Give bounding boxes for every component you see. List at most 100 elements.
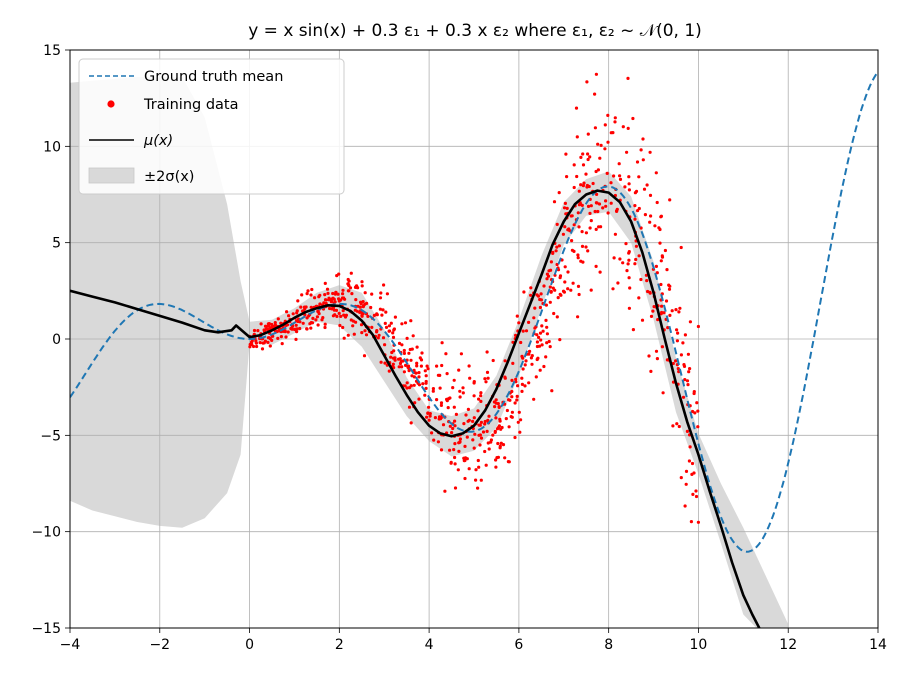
training-point xyxy=(273,323,277,327)
training-point xyxy=(677,310,681,314)
training-point xyxy=(355,309,359,313)
training-point xyxy=(494,416,498,420)
training-point xyxy=(446,406,450,410)
training-point xyxy=(352,332,356,336)
training-point xyxy=(266,340,270,344)
training-point xyxy=(511,361,515,365)
training-point xyxy=(535,333,539,337)
training-point xyxy=(299,305,303,309)
training-point xyxy=(438,373,442,377)
training-point xyxy=(520,376,524,380)
training-point xyxy=(641,158,645,162)
training-point xyxy=(637,206,641,211)
training-point xyxy=(315,315,319,319)
training-point xyxy=(596,209,600,214)
training-point xyxy=(686,352,691,356)
training-point xyxy=(550,389,554,393)
training-point xyxy=(513,435,517,440)
training-point xyxy=(417,375,421,379)
training-point xyxy=(408,347,412,352)
training-point xyxy=(463,444,467,448)
training-point xyxy=(516,420,520,424)
training-point xyxy=(498,444,502,448)
y-tick-label: −10 xyxy=(31,525,61,541)
training-point xyxy=(256,329,260,333)
training-point xyxy=(452,448,456,452)
training-point xyxy=(410,374,414,378)
training-point xyxy=(438,386,442,390)
training-point xyxy=(558,338,562,342)
training-point xyxy=(450,431,454,435)
training-point xyxy=(589,288,593,292)
training-point xyxy=(424,374,428,378)
training-point xyxy=(451,386,455,390)
training-point xyxy=(576,315,580,319)
training-point xyxy=(397,357,401,361)
training-point xyxy=(683,333,688,337)
training-point xyxy=(596,168,601,172)
training-point xyxy=(321,316,325,320)
y-tick-label: 0 xyxy=(52,332,61,348)
training-point xyxy=(424,386,428,390)
training-point xyxy=(618,174,622,178)
training-point xyxy=(484,380,488,384)
training-point xyxy=(383,343,387,347)
training-point xyxy=(428,414,432,418)
legend: Ground truth mean Training data μ(x) ±2σ… xyxy=(78,58,345,195)
training-point xyxy=(325,287,330,291)
training-point xyxy=(695,401,699,405)
training-point xyxy=(441,423,446,427)
training-point xyxy=(499,441,503,445)
training-point xyxy=(305,327,309,331)
legend-box xyxy=(78,58,345,195)
training-point xyxy=(430,431,434,435)
training-point xyxy=(576,211,580,215)
training-point xyxy=(675,422,679,426)
training-point xyxy=(586,152,590,156)
training-point xyxy=(581,184,586,188)
training-point xyxy=(627,188,632,192)
training-point xyxy=(588,155,592,159)
training-point xyxy=(405,386,409,390)
training-point xyxy=(472,446,476,450)
x-tick-label: −2 xyxy=(149,637,170,653)
training-point xyxy=(435,364,439,368)
training-point xyxy=(397,341,402,345)
training-point xyxy=(276,317,280,321)
training-point xyxy=(589,219,593,223)
training-point xyxy=(599,143,603,147)
training-point xyxy=(392,349,396,353)
ground-truth-curve xyxy=(70,71,878,553)
training-point xyxy=(537,344,542,348)
training-point xyxy=(391,335,396,339)
training-point xyxy=(665,268,669,272)
training-point xyxy=(476,409,480,413)
training-point xyxy=(323,293,327,297)
training-point xyxy=(686,383,690,387)
training-point xyxy=(528,349,532,353)
training-point xyxy=(346,277,350,282)
training-point xyxy=(545,325,549,329)
training-point xyxy=(626,262,630,266)
training-point xyxy=(411,334,415,338)
training-point xyxy=(403,321,408,325)
training-point xyxy=(563,265,567,269)
training-point xyxy=(387,324,391,328)
training-point xyxy=(268,344,272,348)
training-point xyxy=(585,185,589,189)
training-point xyxy=(584,172,588,176)
training-point xyxy=(594,72,599,76)
training-point xyxy=(681,395,686,399)
training-point xyxy=(472,380,476,384)
training-point xyxy=(542,284,546,288)
training-point xyxy=(273,321,277,325)
training-point xyxy=(445,399,449,403)
training-point xyxy=(563,280,567,284)
training-point xyxy=(496,441,500,446)
x-tick-label: 0 xyxy=(245,637,254,653)
training-point xyxy=(407,369,411,373)
training-point xyxy=(518,430,522,434)
training-point xyxy=(545,277,549,281)
training-point xyxy=(478,443,482,447)
training-point xyxy=(549,260,554,264)
